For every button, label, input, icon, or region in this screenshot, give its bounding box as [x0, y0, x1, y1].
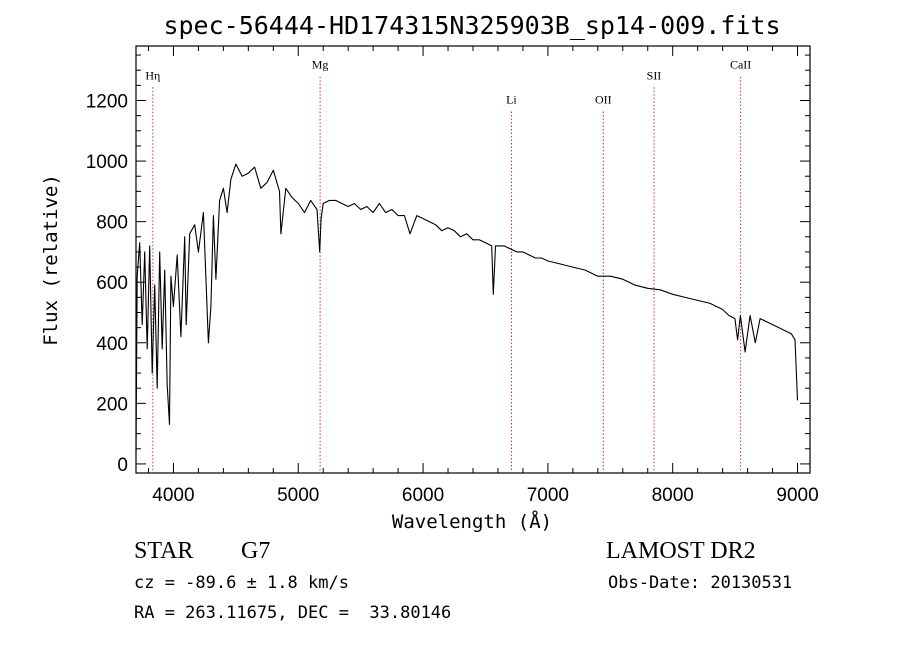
x-tick-label: 6000 [402, 485, 444, 506]
x-tick-label: 7000 [527, 485, 569, 506]
marker-label: CaII [730, 58, 751, 72]
marker-label: OII [595, 93, 612, 107]
axis-ticks [136, 46, 810, 473]
x-tick-label: 4000 [152, 485, 194, 506]
x-tick-label: 8000 [652, 485, 694, 506]
y-tick-label: 800 [96, 213, 128, 234]
y-tick-label: 600 [96, 273, 128, 294]
coordinates: RA = 263.11675, DEC = 33.80146 [134, 603, 452, 623]
x-axis-label: Wavelength (Å) [392, 510, 552, 533]
chart-title: spec-56444-HD174315N325903B_sp14-009.fit… [163, 11, 780, 40]
y-tick-label: 200 [96, 394, 128, 415]
y-tick-label: 1000 [86, 152, 128, 173]
plot-frame [135, 45, 811, 474]
obs-date: Obs-Date: 20130531 [608, 573, 793, 593]
marker-label: SII [647, 68, 662, 82]
tick-labels: 4000 5000 6000 7000 8000 9000 0 200 400 600 800 100… [86, 92, 819, 506]
spectrum-series [135, 163, 799, 452]
x-tick-label: 9000 [776, 485, 818, 506]
y-tick-label: 400 [96, 334, 128, 355]
survey-name: LAMOST DR2 [606, 538, 756, 564]
x-tick-label: 5000 [277, 485, 319, 506]
redshift-cz: cz = -89.6 ± 1.8 km/s [134, 573, 349, 593]
y-tick-label: 0 [117, 455, 128, 476]
object-class: STAR [134, 538, 194, 564]
object-subclass: G7 [241, 538, 271, 564]
line-markers: Hη Mg Li OII SII CaII [145, 58, 751, 472]
marker-label: Hη [145, 68, 160, 82]
y-tick-label: 1200 [86, 92, 128, 113]
spectrum-line [135, 163, 799, 452]
marker-label: Mg [312, 58, 329, 72]
marker-label: Li [506, 93, 517, 107]
y-axis-label: Flux (relative) [40, 174, 62, 346]
